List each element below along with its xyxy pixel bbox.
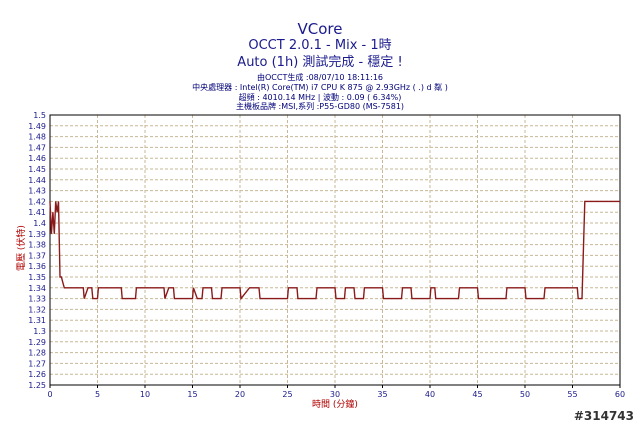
x-tick-label: 45 bbox=[472, 390, 482, 399]
y-tick-label: 1.25 bbox=[28, 381, 46, 390]
y-tick-label: 1.37 bbox=[28, 251, 46, 260]
x-axis-label: 時間 (分鐘) bbox=[312, 398, 358, 410]
x-tick-label: 30 bbox=[330, 390, 340, 399]
x-tick-label: 60 bbox=[615, 390, 625, 399]
chart-status: Auto (1h) 測試完成 - 穩定 ! bbox=[237, 54, 402, 70]
watermark: #314743 bbox=[574, 409, 634, 423]
y-tick-label: 1.46 bbox=[28, 154, 46, 163]
info-generated: 由OCCT生成 :08/07/10 18:11:16 bbox=[257, 72, 383, 82]
x-tick-label: 10 bbox=[140, 390, 150, 399]
y-tick-label: 1.5 bbox=[33, 111, 46, 120]
x-tick-label: 35 bbox=[377, 390, 387, 399]
y-tick-label: 1.38 bbox=[28, 241, 46, 250]
x-tick-label: 20 bbox=[235, 390, 245, 399]
x-tick-label: 5 bbox=[95, 390, 100, 399]
plot-area bbox=[49, 114, 621, 386]
series-line-vcore bbox=[49, 200, 620, 301]
y-tick-label: 1.41 bbox=[28, 208, 46, 217]
y-tick-label: 1.28 bbox=[28, 349, 46, 358]
y-tick-label: 1.29 bbox=[28, 338, 46, 347]
chart-title: VCore bbox=[298, 20, 343, 38]
chart-subtitle: OCCT 2.0.1 - Mix - 1時 bbox=[248, 38, 391, 53]
info-cpu: 中央處理器 : Intel(R) Core(TM) i7 CPU K 875 @… bbox=[192, 82, 448, 92]
x-tick-label: 0 bbox=[47, 390, 52, 399]
x-tick-label: 25 bbox=[282, 390, 292, 399]
y-tick-label: 1.42 bbox=[28, 197, 46, 206]
y-axis-label: 電壓 (伏特) bbox=[15, 225, 27, 271]
x-tick-label: 40 bbox=[425, 390, 435, 399]
y-tick-label: 1.4 bbox=[33, 219, 46, 228]
y-tick-label: 1.45 bbox=[28, 165, 46, 174]
info-board: 主機板品牌 :MSI,系列 :P55-GD80 (MS-7581) bbox=[236, 101, 404, 111]
chart-grid bbox=[49, 114, 621, 386]
y-tick-label: 1.34 bbox=[28, 284, 46, 293]
y-axis-ticks: 1.25 1.26 1.271.28 1.29 1.3 1.31 1.321.33 1.34 1… bbox=[28, 111, 46, 390]
y-tick-label: 1.47 bbox=[28, 143, 46, 152]
y-tick-label: 1.32 bbox=[28, 305, 46, 314]
y-tick-label: 1.44 bbox=[28, 176, 46, 185]
y-tick-label: 1.35 bbox=[28, 273, 46, 282]
x-axis-ticks: 0 5 10 15 20 25 30 35 40 45 50 55 60 bbox=[47, 385, 625, 399]
x-tick-label: 55 bbox=[567, 390, 577, 399]
y-tick-label: 1.39 bbox=[28, 230, 46, 239]
y-tick-label: 1.49 bbox=[28, 122, 46, 131]
y-tick-label: 1.27 bbox=[28, 359, 46, 368]
y-tick-label: 1.26 bbox=[28, 370, 46, 379]
x-tick-label: 15 bbox=[187, 390, 197, 399]
y-tick-label: 1.3 bbox=[33, 327, 46, 336]
y-tick-label: 1.48 bbox=[28, 133, 46, 142]
y-tick-label: 1.31 bbox=[28, 316, 46, 325]
info-frequency: 超頻 : 4010.14 MHz | 波動 : 0.09 ( 6.34%) bbox=[239, 92, 402, 102]
x-tick-label: 50 bbox=[520, 390, 530, 399]
y-tick-label: 1.43 bbox=[28, 187, 46, 196]
y-tick-label: 1.36 bbox=[28, 262, 46, 271]
y-tick-label: 1.33 bbox=[28, 295, 46, 304]
